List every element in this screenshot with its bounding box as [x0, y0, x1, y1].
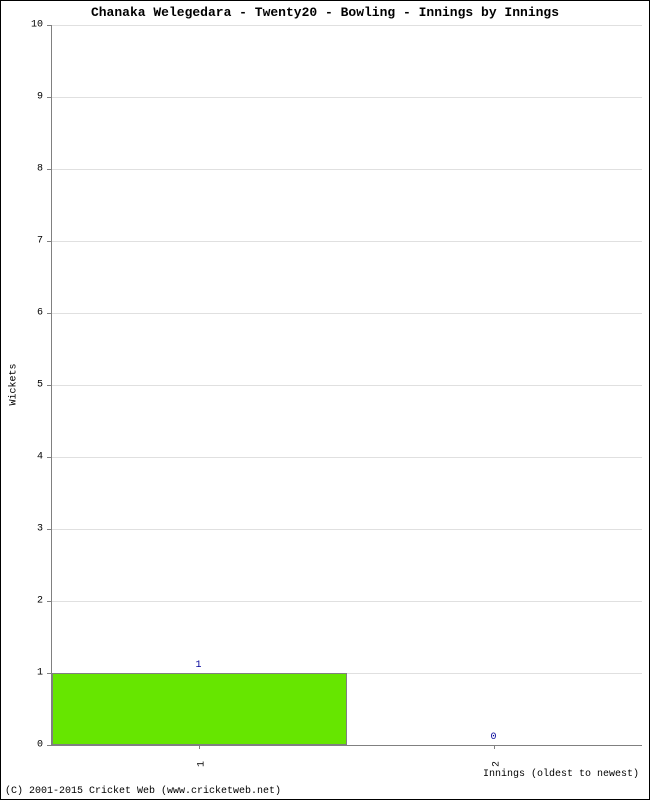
- y-tick-label: 3: [1, 524, 43, 535]
- gridline: [52, 385, 642, 386]
- gridline: [52, 529, 642, 530]
- chart-container: Chanaka Welegedara - Twenty20 - Bowling …: [0, 0, 650, 800]
- y-tick: [47, 385, 51, 386]
- bar-value-label: 1: [195, 660, 201, 671]
- y-tick-label: 10: [1, 20, 43, 31]
- y-tick: [47, 673, 51, 674]
- x-tick-label: 1: [196, 761, 207, 767]
- y-tick-label: 0: [1, 740, 43, 751]
- y-tick: [47, 241, 51, 242]
- y-tick-label: 5: [1, 380, 43, 391]
- bar-value-label: 0: [490, 732, 496, 743]
- gridline: [52, 25, 642, 26]
- gridline: [52, 97, 642, 98]
- y-tick: [47, 745, 51, 746]
- x-tick-label: 2: [491, 761, 502, 767]
- y-tick: [47, 25, 51, 26]
- y-tick-label: 2: [1, 596, 43, 607]
- y-tick: [47, 313, 51, 314]
- y-tick-label: 1: [1, 668, 43, 679]
- gridline: [52, 457, 642, 458]
- y-tick-label: 6: [1, 308, 43, 319]
- y-tick: [47, 97, 51, 98]
- y-tick-label: 4: [1, 452, 43, 463]
- y-tick: [47, 601, 51, 602]
- gridline: [52, 313, 642, 314]
- y-tick-label: 9: [1, 92, 43, 103]
- x-tick: [494, 745, 495, 749]
- gridline: [52, 169, 642, 170]
- y-tick-label: 7: [1, 236, 43, 247]
- chart-title: Chanaka Welegedara - Twenty20 - Bowling …: [1, 5, 649, 20]
- y-tick: [47, 457, 51, 458]
- gridline: [52, 241, 642, 242]
- gridline: [52, 601, 642, 602]
- y-tick: [47, 169, 51, 170]
- y-tick: [47, 529, 51, 530]
- copyright-text: (C) 2001-2015 Cricket Web (www.cricketwe…: [5, 786, 281, 797]
- bar: [52, 673, 347, 745]
- plot-area: [51, 25, 642, 746]
- x-axis-label: Innings (oldest to newest): [483, 769, 639, 780]
- x-tick: [199, 745, 200, 749]
- y-tick-label: 8: [1, 164, 43, 175]
